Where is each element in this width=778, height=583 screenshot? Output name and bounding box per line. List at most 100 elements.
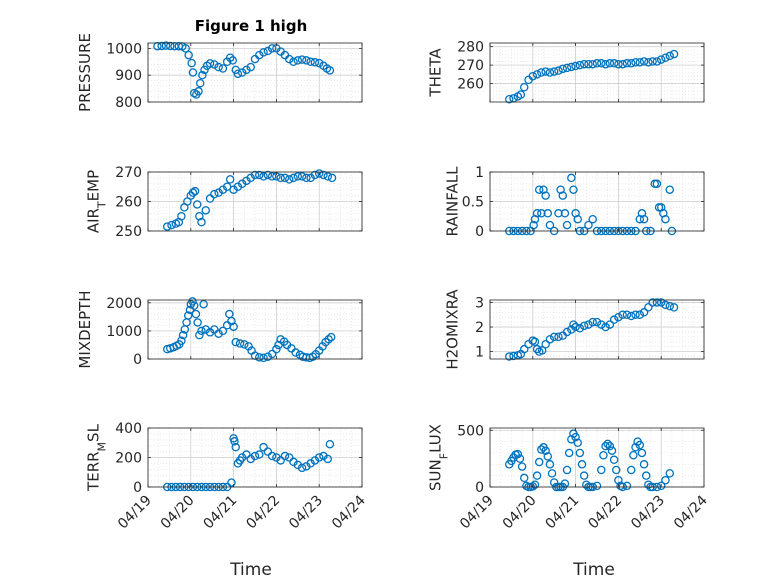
data-point bbox=[592, 481, 602, 491]
axes-box bbox=[147, 42, 363, 103]
data-point bbox=[614, 475, 623, 485]
data-point bbox=[263, 447, 273, 456]
data-point bbox=[534, 185, 544, 194]
data-point bbox=[601, 322, 610, 332]
data-point bbox=[195, 78, 205, 88]
data-point bbox=[178, 330, 188, 340]
data-point bbox=[314, 453, 324, 462]
data-point bbox=[192, 200, 202, 209]
data-point bbox=[272, 344, 281, 354]
data-point bbox=[229, 322, 238, 331]
figure-title: Figure 1 high bbox=[195, 17, 308, 35]
plot-area bbox=[490, 428, 704, 487]
data-point bbox=[291, 348, 300, 357]
data-point bbox=[562, 220, 572, 230]
data-point bbox=[592, 59, 602, 68]
y-axis-label: H2OMIXRA bbox=[444, 289, 462, 370]
data-point bbox=[259, 172, 268, 181]
axes-3: 250 260 270 AIRTEMP bbox=[85, 165, 363, 240]
data-point bbox=[554, 332, 563, 342]
data-point bbox=[255, 170, 264, 180]
data-point bbox=[644, 480, 653, 489]
data-point bbox=[259, 48, 268, 57]
data-point bbox=[554, 66, 563, 75]
data-point bbox=[242, 450, 251, 459]
data-point bbox=[184, 50, 193, 60]
data-point bbox=[656, 55, 666, 64]
data-point bbox=[605, 441, 615, 451]
y-label-part: TERR bbox=[85, 451, 103, 492]
data-point bbox=[187, 58, 196, 68]
y-tick-label: 2000 bbox=[106, 296, 142, 312]
y-tick-label: 260 bbox=[115, 195, 142, 211]
data-point bbox=[198, 70, 207, 80]
data-point bbox=[297, 463, 307, 473]
data-point bbox=[534, 457, 544, 467]
data-point bbox=[197, 326, 206, 336]
y-tick-label: 0.5 bbox=[462, 195, 484, 211]
data-point bbox=[669, 303, 679, 312]
data-point bbox=[284, 175, 294, 184]
data-point bbox=[652, 179, 662, 189]
data-point bbox=[612, 465, 621, 475]
data-point bbox=[639, 308, 649, 317]
data-point bbox=[618, 59, 627, 69]
data-point bbox=[235, 339, 245, 348]
data-point bbox=[567, 62, 576, 72]
data-point bbox=[263, 170, 273, 180]
y-axis-label: MIXDEPTH bbox=[76, 290, 94, 368]
data-point bbox=[227, 478, 236, 487]
data-point bbox=[541, 446, 550, 455]
data-point bbox=[639, 57, 649, 66]
data-point bbox=[240, 340, 249, 349]
data-point bbox=[201, 206, 211, 215]
data-point bbox=[622, 59, 632, 68]
data-point bbox=[575, 324, 585, 333]
data-point bbox=[530, 480, 540, 489]
data-point bbox=[639, 214, 649, 224]
y-tick-label: 270 bbox=[115, 165, 142, 181]
data-point bbox=[210, 189, 219, 199]
data-point bbox=[267, 44, 277, 53]
y-axis-label: SUNFLUX bbox=[427, 424, 451, 491]
data-point bbox=[573, 438, 582, 447]
y-tick-label: 1000 bbox=[106, 324, 142, 340]
data-point bbox=[537, 68, 546, 77]
data-point bbox=[233, 69, 243, 79]
data-point bbox=[558, 191, 568, 200]
data-point bbox=[631, 443, 640, 452]
data-point bbox=[605, 320, 615, 329]
data-point bbox=[631, 58, 640, 67]
y-tick-label: 800 bbox=[115, 95, 142, 111]
data-point bbox=[188, 297, 197, 306]
data-point bbox=[167, 220, 176, 230]
data-point bbox=[541, 191, 550, 200]
data-point bbox=[519, 83, 529, 92]
data-point bbox=[599, 450, 608, 460]
data-point bbox=[529, 220, 538, 230]
data-point bbox=[631, 310, 640, 319]
data-point bbox=[205, 328, 215, 337]
y-axis-label: PRESSURE bbox=[76, 33, 94, 112]
data-point bbox=[661, 475, 670, 485]
data-point bbox=[644, 58, 653, 67]
data-point bbox=[665, 301, 675, 311]
data-point bbox=[505, 352, 514, 361]
data-point bbox=[163, 222, 172, 231]
axes-box bbox=[489, 299, 705, 360]
data-point bbox=[597, 465, 606, 475]
y-tick-label: 0 bbox=[133, 480, 142, 496]
data-point bbox=[584, 59, 593, 69]
data-point bbox=[665, 185, 675, 194]
data-point bbox=[637, 448, 647, 458]
data-point bbox=[250, 451, 260, 461]
data-point bbox=[528, 482, 538, 491]
y-tick-label: 0 bbox=[475, 224, 484, 240]
data-point bbox=[218, 326, 228, 336]
data-point bbox=[537, 445, 546, 454]
data-point bbox=[573, 214, 582, 224]
y-tick-label: 1 bbox=[475, 165, 484, 181]
data-point bbox=[537, 346, 547, 355]
data-point bbox=[310, 170, 320, 180]
data-point bbox=[188, 68, 198, 77]
